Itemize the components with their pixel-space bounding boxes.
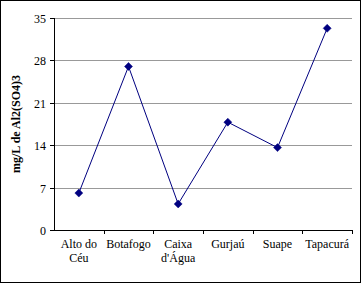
x-tick-label-line: Alto do (61, 237, 97, 251)
x-tick-label-line: Gurjaú (211, 237, 244, 251)
grid-line (54, 18, 352, 19)
data-point (125, 62, 133, 70)
plot-area (75, 24, 331, 208)
x-tick (302, 230, 303, 234)
y-tick (50, 145, 54, 146)
y-tick-label: 21 (34, 97, 46, 111)
x-tick (153, 230, 154, 234)
x-tick (203, 230, 204, 234)
data-point (323, 24, 331, 32)
grid-line (54, 145, 352, 146)
y-tick-label: 14 (34, 139, 46, 153)
y-tick (50, 18, 54, 19)
y-axis (54, 18, 55, 230)
y-tick (50, 188, 54, 189)
data-line (79, 28, 327, 204)
x-tick-label-line: Caixa (164, 237, 193, 251)
x-tick (352, 230, 353, 234)
y-tick-label: 28 (34, 54, 46, 68)
grid-line (54, 103, 352, 104)
chart: 0 7 14 21 28 35 Alto doCéu Botafogo Caixad'Água G… (0, 0, 361, 283)
x-tick-label-line: Céu (69, 251, 88, 265)
x-tick-label-line: Tapacurá (305, 237, 349, 251)
grid-line (54, 188, 352, 189)
y-tick-label: 35 (34, 12, 46, 26)
data-point (224, 118, 232, 126)
y-axis-label: mg/L de Al2(SO4)3 (9, 75, 23, 173)
y-tick (50, 230, 54, 231)
grid-line (54, 60, 352, 61)
x-tick-label: Caixad'Água (161, 237, 196, 265)
y-tick (50, 60, 54, 61)
data-point (174, 200, 182, 208)
x-tick-label-line: d'Água (161, 251, 196, 265)
data-point (75, 189, 83, 197)
y-tick (50, 103, 54, 104)
x-tick-label-line: Botafogo (106, 237, 151, 251)
x-tick-label: Alto doCéu (61, 237, 97, 265)
y-tick-label: 7 (40, 182, 46, 196)
x-tick-label: Botafogo (106, 237, 151, 251)
chart-border (1, 1, 361, 283)
x-tick-label: Gurjaú (211, 237, 244, 251)
y-tick-label: 0 (40, 224, 46, 238)
data-point (274, 144, 282, 152)
x-tick (104, 230, 105, 234)
x-tick-label-line: Suape (263, 237, 292, 251)
x-tick-label: Suape (263, 237, 292, 251)
x-tick-label: Tapacurá (305, 237, 349, 251)
x-tick (253, 230, 254, 234)
